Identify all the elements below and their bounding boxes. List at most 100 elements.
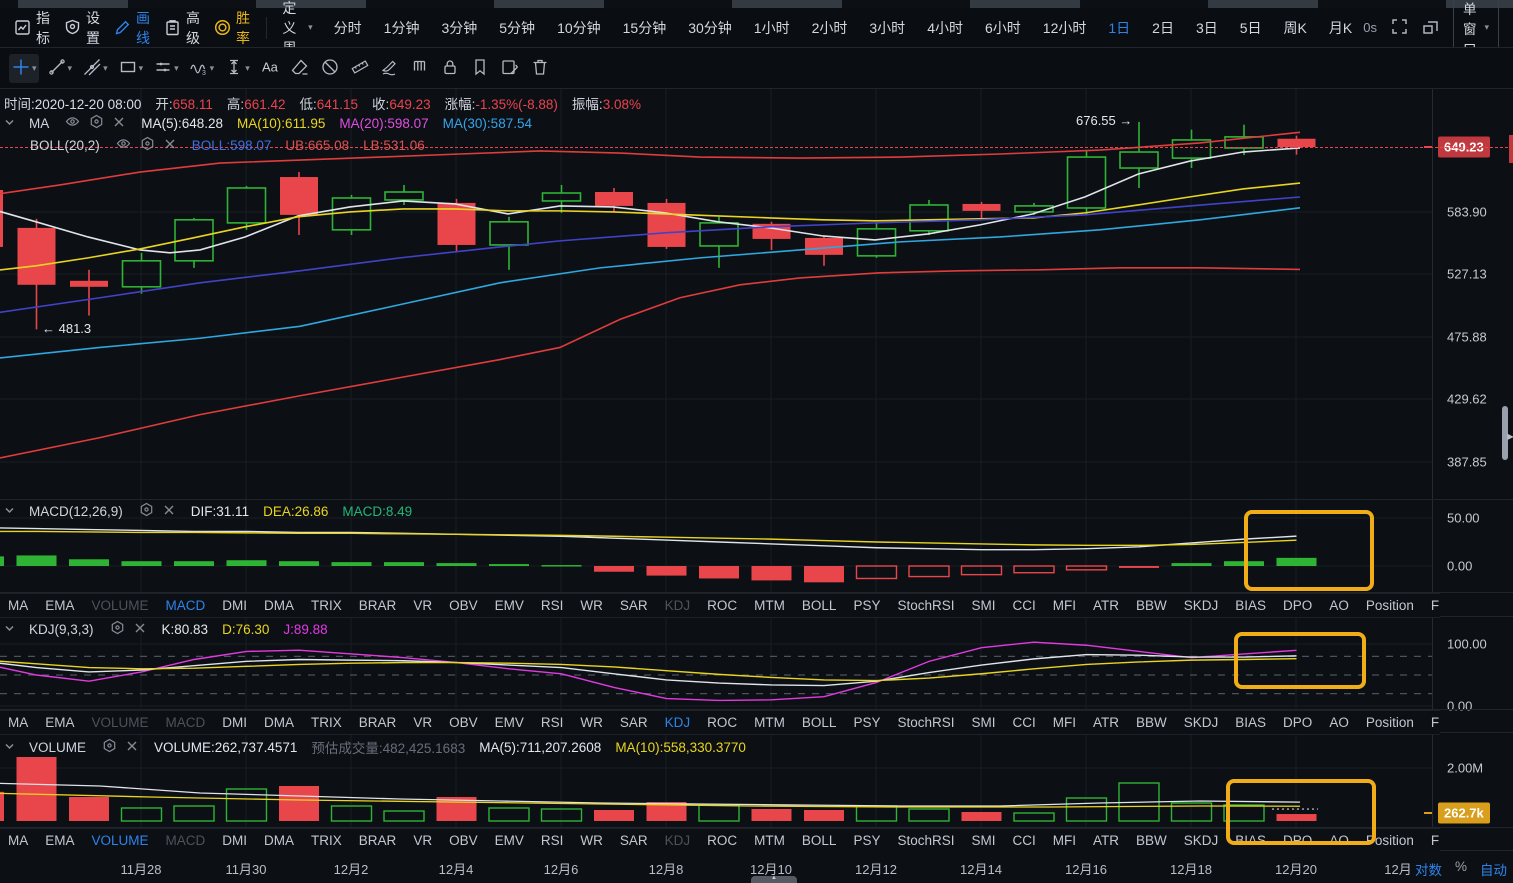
tab-skdj[interactable]: SKDJ xyxy=(1183,833,1219,848)
trendline-tool[interactable]: ▾ xyxy=(45,54,75,83)
tab-bbw[interactable]: BBW xyxy=(1136,715,1167,730)
tab-roc[interactable]: ROC xyxy=(707,833,738,848)
tab-roc[interactable]: ROC xyxy=(707,715,738,730)
tab-atr[interactable]: ATR xyxy=(1093,715,1119,730)
pencil-button[interactable]: 画线 xyxy=(114,8,150,48)
indicator-settings-icon[interactable] xyxy=(139,502,154,520)
tab-sar[interactable]: SAR xyxy=(619,833,648,848)
tab-volume[interactable]: VOLUME xyxy=(91,833,149,848)
eraser-tool[interactable] xyxy=(288,54,312,83)
timeframe-30分钟[interactable]: 30分钟 xyxy=(688,19,732,36)
tab-boll[interactable]: BOLL xyxy=(801,598,837,613)
tab-stochrsi[interactable]: StochRSI xyxy=(897,833,955,848)
time-axis[interactable]: 11月28 11月30 12月2 12月4 12月6 12月8 12月10 12月12 12月1… xyxy=(0,851,1513,883)
tab-macd[interactable]: MACD xyxy=(165,715,206,730)
timeframe-4小时[interactable]: 4小时 xyxy=(927,19,963,36)
indicator-settings-icon[interactable] xyxy=(140,136,155,154)
tab-kdj[interactable]: KDJ xyxy=(664,715,691,730)
timeframe-1分钟[interactable]: 1分钟 xyxy=(383,19,420,36)
crosshair-tool[interactable]: ▾ xyxy=(9,53,39,83)
tab-psy[interactable]: PSY xyxy=(853,715,881,730)
tab-boll[interactable]: BOLL xyxy=(801,715,837,730)
tab-ma[interactable]: MA xyxy=(8,715,29,730)
tab-macd[interactable]: MACD xyxy=(165,833,206,848)
timeframe-2日[interactable]: 2日 xyxy=(1152,19,1174,36)
tab-dpo[interactable]: DPO xyxy=(1283,715,1313,730)
tab-position[interactable]: Position xyxy=(1365,833,1414,848)
settings-shield-button[interactable]: 设置 xyxy=(64,8,100,48)
tab-bbw[interactable]: BBW xyxy=(1136,833,1167,848)
timeframe-15分钟[interactable]: 15分钟 xyxy=(622,19,667,36)
collapse-chevron-icon[interactable] xyxy=(4,504,15,519)
tab-cci[interactable]: CCI xyxy=(1012,833,1036,848)
tab-roc[interactable]: ROC xyxy=(707,598,738,613)
fullscreen-icon[interactable] xyxy=(1391,18,1408,38)
magnet-tool[interactable] xyxy=(408,54,432,83)
tab-ma[interactable]: MA xyxy=(8,833,29,848)
tab-dmi[interactable]: DMI xyxy=(222,715,248,730)
delete-tool[interactable] xyxy=(528,54,552,83)
tab-atr[interactable]: ATR xyxy=(1093,833,1119,848)
tab-trix[interactable]: TRIX xyxy=(311,715,342,730)
timeframe-月K[interactable]: 月K xyxy=(1328,19,1353,36)
medal-button[interactable]: 胜率 xyxy=(214,8,250,48)
close-icon[interactable] xyxy=(164,138,176,153)
tab-dma[interactable]: DMA xyxy=(264,833,295,848)
timeframe-6小时[interactable]: 6小时 xyxy=(984,19,1021,36)
tab-ma[interactable]: MA xyxy=(8,598,29,613)
close-icon[interactable] xyxy=(113,116,125,131)
tab-macd[interactable]: MACD xyxy=(165,598,206,613)
tab-ao[interactable]: AO xyxy=(1329,598,1349,613)
price-axis[interactable]: 583.90 527.13 475.88 429.62 387.85 50.00 0.00 1… xyxy=(1432,88,1513,850)
tab-rsi[interactable]: RSI xyxy=(540,715,564,730)
tab-ema[interactable]: EMA xyxy=(45,715,75,730)
tab-obv[interactable]: OBV xyxy=(449,715,478,730)
bookmark-tool[interactable] xyxy=(468,54,492,83)
text-tool[interactable]: Aa xyxy=(258,54,282,83)
tab-cci[interactable]: CCI xyxy=(1012,598,1036,613)
tab-obv[interactable]: OBV xyxy=(449,598,478,613)
tab-kdj[interactable]: KDJ xyxy=(664,598,691,613)
tab-atr[interactable]: ATR xyxy=(1093,598,1119,613)
collapse-chevron-icon[interactable] xyxy=(4,622,15,637)
indicator-settings-icon[interactable] xyxy=(110,620,125,638)
tab-stochrsi[interactable]: StochRSI xyxy=(897,598,955,613)
measure-tool[interactable] xyxy=(348,54,372,83)
tab-volume[interactable]: VOLUME xyxy=(91,598,149,613)
timeframe-1小时[interactable]: 1小时 xyxy=(753,19,790,36)
tab-trix[interactable]: TRIX xyxy=(311,598,342,613)
eye-icon[interactable] xyxy=(65,114,80,132)
tab-wr[interactable]: WR xyxy=(580,715,603,730)
timeframe-分时[interactable]: 分时 xyxy=(333,19,362,36)
tab-mfi[interactable]: MFI xyxy=(1052,833,1076,848)
close-icon[interactable] xyxy=(163,504,175,519)
timeframe-1日[interactable]: 1日 xyxy=(1108,19,1131,36)
tab-volume[interactable]: VOLUME xyxy=(91,715,149,730)
indicator-settings-icon[interactable] xyxy=(89,114,104,132)
tab-position[interactable]: Position xyxy=(1365,715,1414,730)
timeframe-10分钟[interactable]: 10分钟 xyxy=(557,19,601,36)
bottom-drag-handle[interactable]: ▲ xyxy=(751,875,797,883)
tab-dmi[interactable]: DMI xyxy=(222,598,248,613)
tab-emv[interactable]: EMV xyxy=(494,715,524,730)
scale-option-%[interactable]: % xyxy=(1454,859,1467,874)
scale-option-对数[interactable]: 对数 xyxy=(1414,863,1442,878)
indicator-settings-icon[interactable] xyxy=(102,738,117,756)
timeframe-2小时[interactable]: 2小时 xyxy=(811,19,848,36)
tab-dmi[interactable]: DMI xyxy=(222,833,248,848)
tab-fundflow[interactable]: Fundflow xyxy=(1430,833,1440,848)
collapse-chevron-icon[interactable] xyxy=(4,116,15,131)
tab-brar[interactable]: BRAR xyxy=(358,598,397,613)
timeframe-5日[interactable]: 5日 xyxy=(1239,19,1262,36)
tab-boll[interactable]: BOLL xyxy=(801,833,837,848)
tab-smi[interactable]: SMI xyxy=(971,598,996,613)
indicator-button[interactable]: 指标 xyxy=(14,8,50,48)
axis-scrollbar-thumb[interactable] xyxy=(1502,406,1508,460)
collapse-chevron-icon[interactable] xyxy=(4,740,15,755)
tab-dma[interactable]: DMA xyxy=(264,715,295,730)
tab-rsi[interactable]: RSI xyxy=(540,598,564,613)
tab-emv[interactable]: EMV xyxy=(494,833,524,848)
tab-sar[interactable]: SAR xyxy=(619,598,648,613)
timeframe-12小时[interactable]: 12小时 xyxy=(1042,19,1087,36)
